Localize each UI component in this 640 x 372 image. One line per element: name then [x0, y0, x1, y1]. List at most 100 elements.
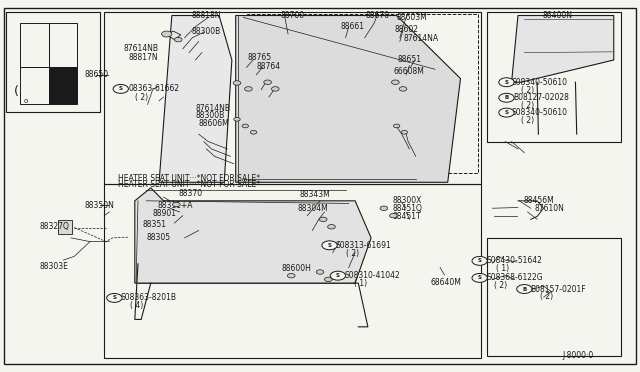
Bar [20, 23, 49, 67]
Circle shape [162, 31, 172, 37]
Circle shape [499, 108, 514, 117]
Text: 88351: 88351 [143, 220, 166, 229]
Text: S: S [504, 80, 508, 85]
Text: 88670: 88670 [366, 11, 390, 20]
Bar [104, 12, 481, 184]
Circle shape [330, 271, 346, 280]
Circle shape [174, 37, 182, 42]
Text: 86400N: 86400N [542, 11, 572, 20]
Circle shape [322, 241, 337, 250]
Circle shape [516, 285, 532, 294]
Polygon shape [511, 16, 614, 82]
Text: 66608M: 66608M [394, 67, 424, 76]
Text: HEATER SEAT UNIT···*NOT FOR SALE*: HEATER SEAT UNIT···*NOT FOR SALE* [118, 174, 260, 183]
Circle shape [499, 93, 514, 102]
Text: 88603M: 88603M [397, 13, 428, 22]
Circle shape [233, 81, 241, 85]
Circle shape [499, 78, 514, 87]
Circle shape [390, 214, 397, 218]
Text: 87614NB: 87614NB [124, 44, 158, 53]
Text: 88764: 88764 [256, 62, 280, 71]
Circle shape [113, 84, 129, 93]
Text: 88451T: 88451T [393, 212, 421, 221]
Circle shape [328, 225, 335, 229]
Text: o: o [24, 98, 28, 104]
Text: ( 2): ( 2) [346, 249, 358, 258]
Polygon shape [236, 16, 461, 182]
Polygon shape [159, 16, 232, 182]
Text: 88818N: 88818N [191, 11, 221, 20]
Text: 88304M: 88304M [297, 204, 328, 213]
Text: 88602: 88602 [395, 25, 419, 34]
Text: S: S [504, 110, 508, 115]
Text: 87614NA: 87614NA [403, 34, 438, 43]
Text: B: B [522, 286, 527, 292]
Circle shape [394, 124, 400, 128]
Text: 88451Q: 88451Q [393, 204, 422, 213]
Text: ( 1): ( 1) [354, 279, 367, 288]
Bar [49, 23, 77, 67]
Text: (: ( [13, 85, 19, 98]
Text: 88311+A: 88311+A [157, 201, 193, 210]
Text: S08363-8201B: S08363-8201B [121, 294, 177, 302]
Circle shape [271, 87, 279, 91]
Circle shape [319, 217, 327, 222]
Text: S: S [477, 275, 482, 280]
Text: ( 2): ( 2) [493, 281, 507, 290]
Text: S08313-61691: S08313-61691 [336, 241, 392, 250]
Text: 88765: 88765 [248, 52, 272, 61]
Text: 88327Q: 88327Q [39, 222, 69, 231]
Text: 88606M: 88606M [198, 119, 229, 128]
Text: 88650: 88650 [85, 70, 109, 79]
Polygon shape [135, 188, 371, 283]
Text: S08368-6122G: S08368-6122G [486, 273, 543, 282]
Text: B08157-0201F: B08157-0201F [531, 285, 586, 294]
Text: S: S [113, 295, 116, 301]
Text: 88817N: 88817N [129, 52, 158, 61]
Text: ( 2): ( 2) [521, 86, 534, 95]
Text: 87614NB: 87614NB [195, 104, 230, 113]
Text: ( 2): ( 2) [135, 93, 148, 102]
Text: S08340-50610: S08340-50610 [511, 78, 568, 87]
Circle shape [234, 118, 240, 121]
Text: ( 1): ( 1) [495, 264, 509, 273]
Circle shape [173, 202, 180, 207]
Circle shape [242, 124, 248, 128]
Circle shape [244, 87, 252, 91]
Text: 88700: 88700 [280, 11, 305, 20]
Bar [487, 12, 621, 141]
Text: 88303E: 88303E [39, 262, 68, 271]
Text: 68640M: 68640M [431, 278, 461, 287]
Circle shape [316, 270, 324, 274]
Circle shape [287, 273, 295, 278]
Text: ( 2): ( 2) [521, 116, 534, 125]
Bar [487, 238, 621, 356]
Bar [104, 184, 481, 358]
Circle shape [392, 80, 399, 84]
Text: ( 2): ( 2) [521, 101, 534, 110]
Text: 88350N: 88350N [85, 201, 115, 210]
Text: S: S [328, 243, 332, 248]
Text: ( 4): ( 4) [131, 301, 143, 310]
Text: 87610N: 87610N [534, 205, 564, 214]
Circle shape [399, 87, 407, 91]
Text: HEATER SEAT UNIT···*NOT FOR SALE*: HEATER SEAT UNIT···*NOT FOR SALE* [118, 180, 260, 189]
Circle shape [250, 131, 257, 134]
Text: 88370: 88370 [178, 189, 202, 198]
Text: B: B [504, 95, 509, 100]
Text: 88300X: 88300X [393, 196, 422, 205]
Text: 88456M: 88456M [523, 196, 554, 205]
Text: S: S [119, 86, 123, 92]
Text: S08310-41042: S08310-41042 [344, 271, 400, 280]
Text: S08340-50610: S08340-50610 [511, 108, 568, 117]
Text: 88661: 88661 [340, 22, 364, 31]
Text: 88901: 88901 [153, 209, 177, 218]
Circle shape [264, 80, 271, 84]
Text: B08127-02028: B08127-02028 [513, 93, 569, 102]
Bar [58, 220, 72, 234]
Circle shape [380, 206, 388, 211]
Circle shape [107, 294, 122, 302]
Text: 88600H: 88600H [282, 264, 312, 273]
Text: 88343M: 88343M [300, 190, 330, 199]
Circle shape [324, 277, 332, 282]
